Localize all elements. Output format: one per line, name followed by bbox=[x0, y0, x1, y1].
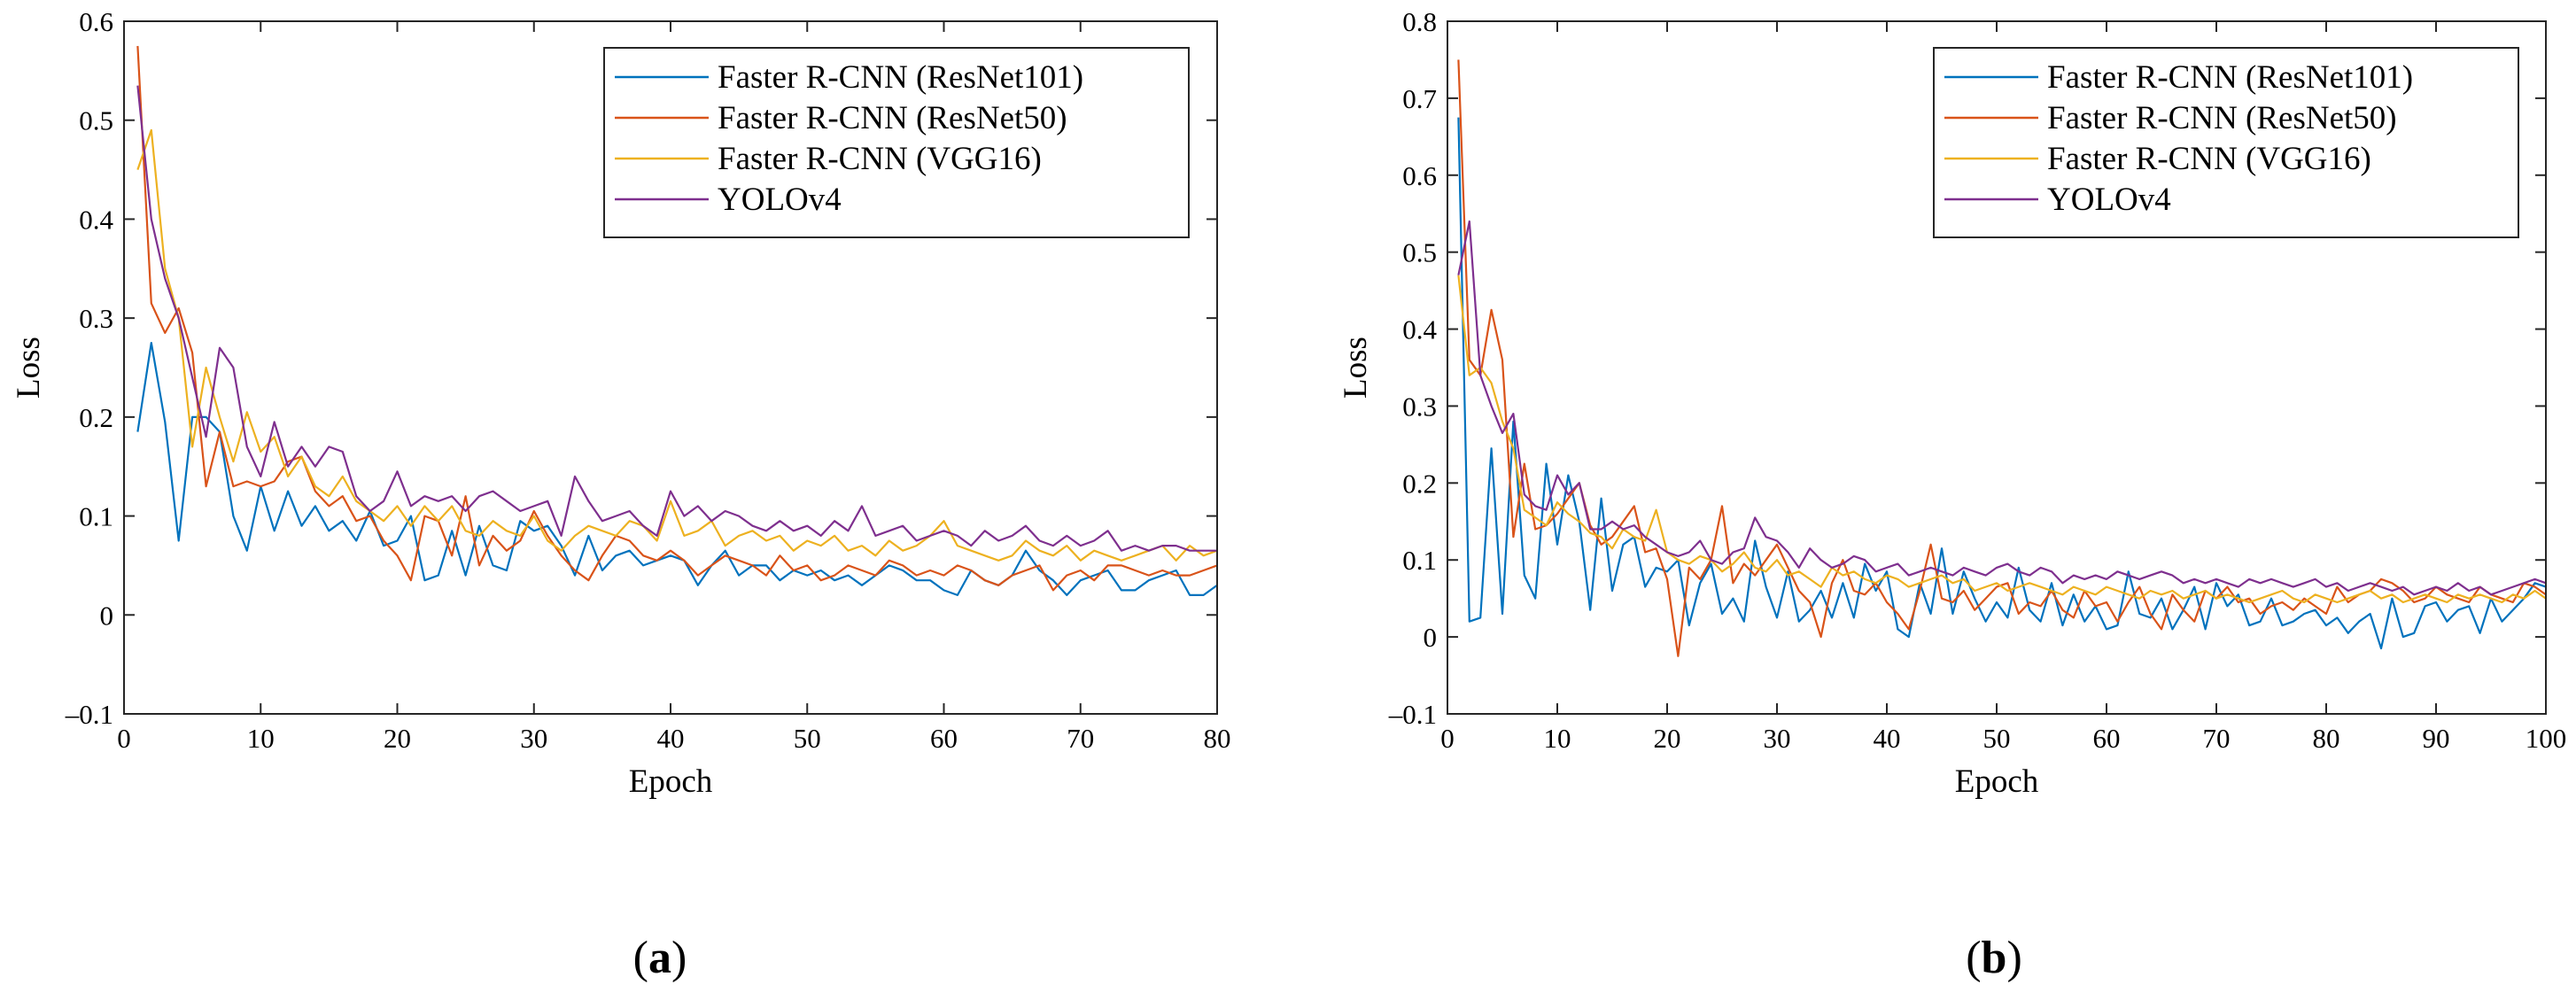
y-tick-label: 0.6 bbox=[79, 6, 113, 37]
y-tick-label: 0.2 bbox=[1402, 468, 1437, 499]
legend-label-1: Faster R-CNN (ResNet50) bbox=[2047, 100, 2397, 136]
caption-close: ) bbox=[671, 933, 687, 983]
x-tick-label: 80 bbox=[1204, 723, 1231, 754]
legend-label-0: Faster R-CNN (ResNet101) bbox=[2047, 59, 2413, 96]
series-group bbox=[1457, 59, 2546, 657]
x-tick-label: 30 bbox=[520, 723, 547, 754]
x-tick-label: 60 bbox=[930, 723, 958, 754]
y-tick-label: 0.4 bbox=[79, 204, 113, 235]
series-line-3 bbox=[1457, 220, 2546, 596]
x-tick-label: 100 bbox=[2526, 723, 2567, 754]
legend-label-1: Faster R-CNN (ResNet50) bbox=[718, 100, 1067, 136]
y-tick-label: 0.5 bbox=[79, 105, 113, 136]
caption-letter: a bbox=[648, 933, 671, 983]
legend-label-3: YOLOv4 bbox=[2047, 182, 2171, 218]
panel-caption: (a) bbox=[633, 933, 687, 983]
y-tick-label: 0.1 bbox=[79, 501, 113, 532]
legend: Faster R-CNN (ResNet101) Faster R-CNN (Re… bbox=[1933, 47, 2519, 238]
y-tick-label: –0.1 bbox=[1388, 699, 1437, 730]
y-tick-label: 0 bbox=[1424, 622, 1438, 653]
x-tick-label: 70 bbox=[1067, 723, 1094, 754]
x-tick-label: 10 bbox=[1544, 723, 1571, 754]
legend-box bbox=[603, 47, 1190, 238]
y-tick-label: –0.1 bbox=[65, 699, 113, 730]
series-line-2 bbox=[1457, 275, 2546, 604]
legend: Faster R-CNN (ResNet101) Faster R-CNN (Re… bbox=[603, 47, 1190, 238]
series-group bbox=[136, 45, 1217, 597]
x-tick-label: 50 bbox=[1983, 723, 2011, 754]
x-tick-label: 10 bbox=[247, 723, 275, 754]
y-tick-label: 0.3 bbox=[79, 303, 113, 334]
caption-open: ( bbox=[633, 933, 648, 983]
y-tick-label: 0.7 bbox=[1402, 83, 1437, 114]
legend-label-2: Faster R-CNN (VGG16) bbox=[718, 141, 1042, 177]
caption-close: ) bbox=[2006, 933, 2021, 983]
caption-open: ( bbox=[1966, 933, 1981, 983]
caption-letter: b bbox=[1982, 933, 2007, 983]
x-tick-label: 40 bbox=[657, 723, 685, 754]
y-tick-label: 0.2 bbox=[79, 402, 113, 433]
y-tick-label: 0.3 bbox=[1402, 391, 1437, 422]
x-tick-label: 90 bbox=[2423, 723, 2450, 754]
x-tick-label: 20 bbox=[1654, 723, 1681, 754]
y-tick-label: 0.1 bbox=[1402, 545, 1437, 576]
y-tick-label: 0.4 bbox=[1402, 314, 1437, 345]
x-axis-label: Epoch bbox=[629, 763, 713, 800]
x-tick-label: 70 bbox=[2203, 723, 2231, 754]
legend-box bbox=[1933, 47, 2519, 238]
x-tick-label: 0 bbox=[117, 723, 131, 754]
x-axis-label: Epoch bbox=[1955, 763, 2039, 800]
y-tick-label: 0.5 bbox=[1402, 237, 1437, 268]
chart-panel-a: 0 10 20 30 40 50 60 70 80–0.100.10.20.30.40.50.6… bbox=[11, 6, 1231, 983]
series-line-3 bbox=[136, 85, 1217, 552]
y-axis-label: Loss bbox=[11, 337, 47, 399]
series-line-2 bbox=[136, 128, 1217, 562]
series-line-0 bbox=[1457, 117, 2546, 650]
x-tick-label: 50 bbox=[794, 723, 821, 754]
legend-label-2: Faster R-CNN (VGG16) bbox=[2047, 141, 2371, 177]
legend-label-0: Faster R-CNN (ResNet101) bbox=[718, 59, 1083, 96]
panel-caption: (b) bbox=[1966, 933, 2022, 983]
y-tick-label: 0.8 bbox=[1402, 6, 1437, 37]
y-tick-label: 0.6 bbox=[1402, 160, 1437, 191]
chart-panel-b: 0 10 20 30 40 50 60 70 80 90 100–0.100.10.20.30.40… bbox=[1338, 6, 2566, 983]
legend-label-3: YOLOv4 bbox=[718, 182, 842, 218]
series-line-1 bbox=[136, 45, 1217, 592]
x-tick-label: 0 bbox=[1440, 723, 1455, 754]
x-tick-label: 40 bbox=[1874, 723, 1901, 754]
x-tick-label: 30 bbox=[1764, 723, 1791, 754]
x-tick-label: 80 bbox=[2313, 723, 2340, 754]
y-axis-label: Loss bbox=[1338, 337, 1374, 399]
y-tick-label: 0 bbox=[100, 600, 114, 631]
x-tick-label: 60 bbox=[2093, 723, 2121, 754]
x-tick-label: 20 bbox=[384, 723, 411, 754]
